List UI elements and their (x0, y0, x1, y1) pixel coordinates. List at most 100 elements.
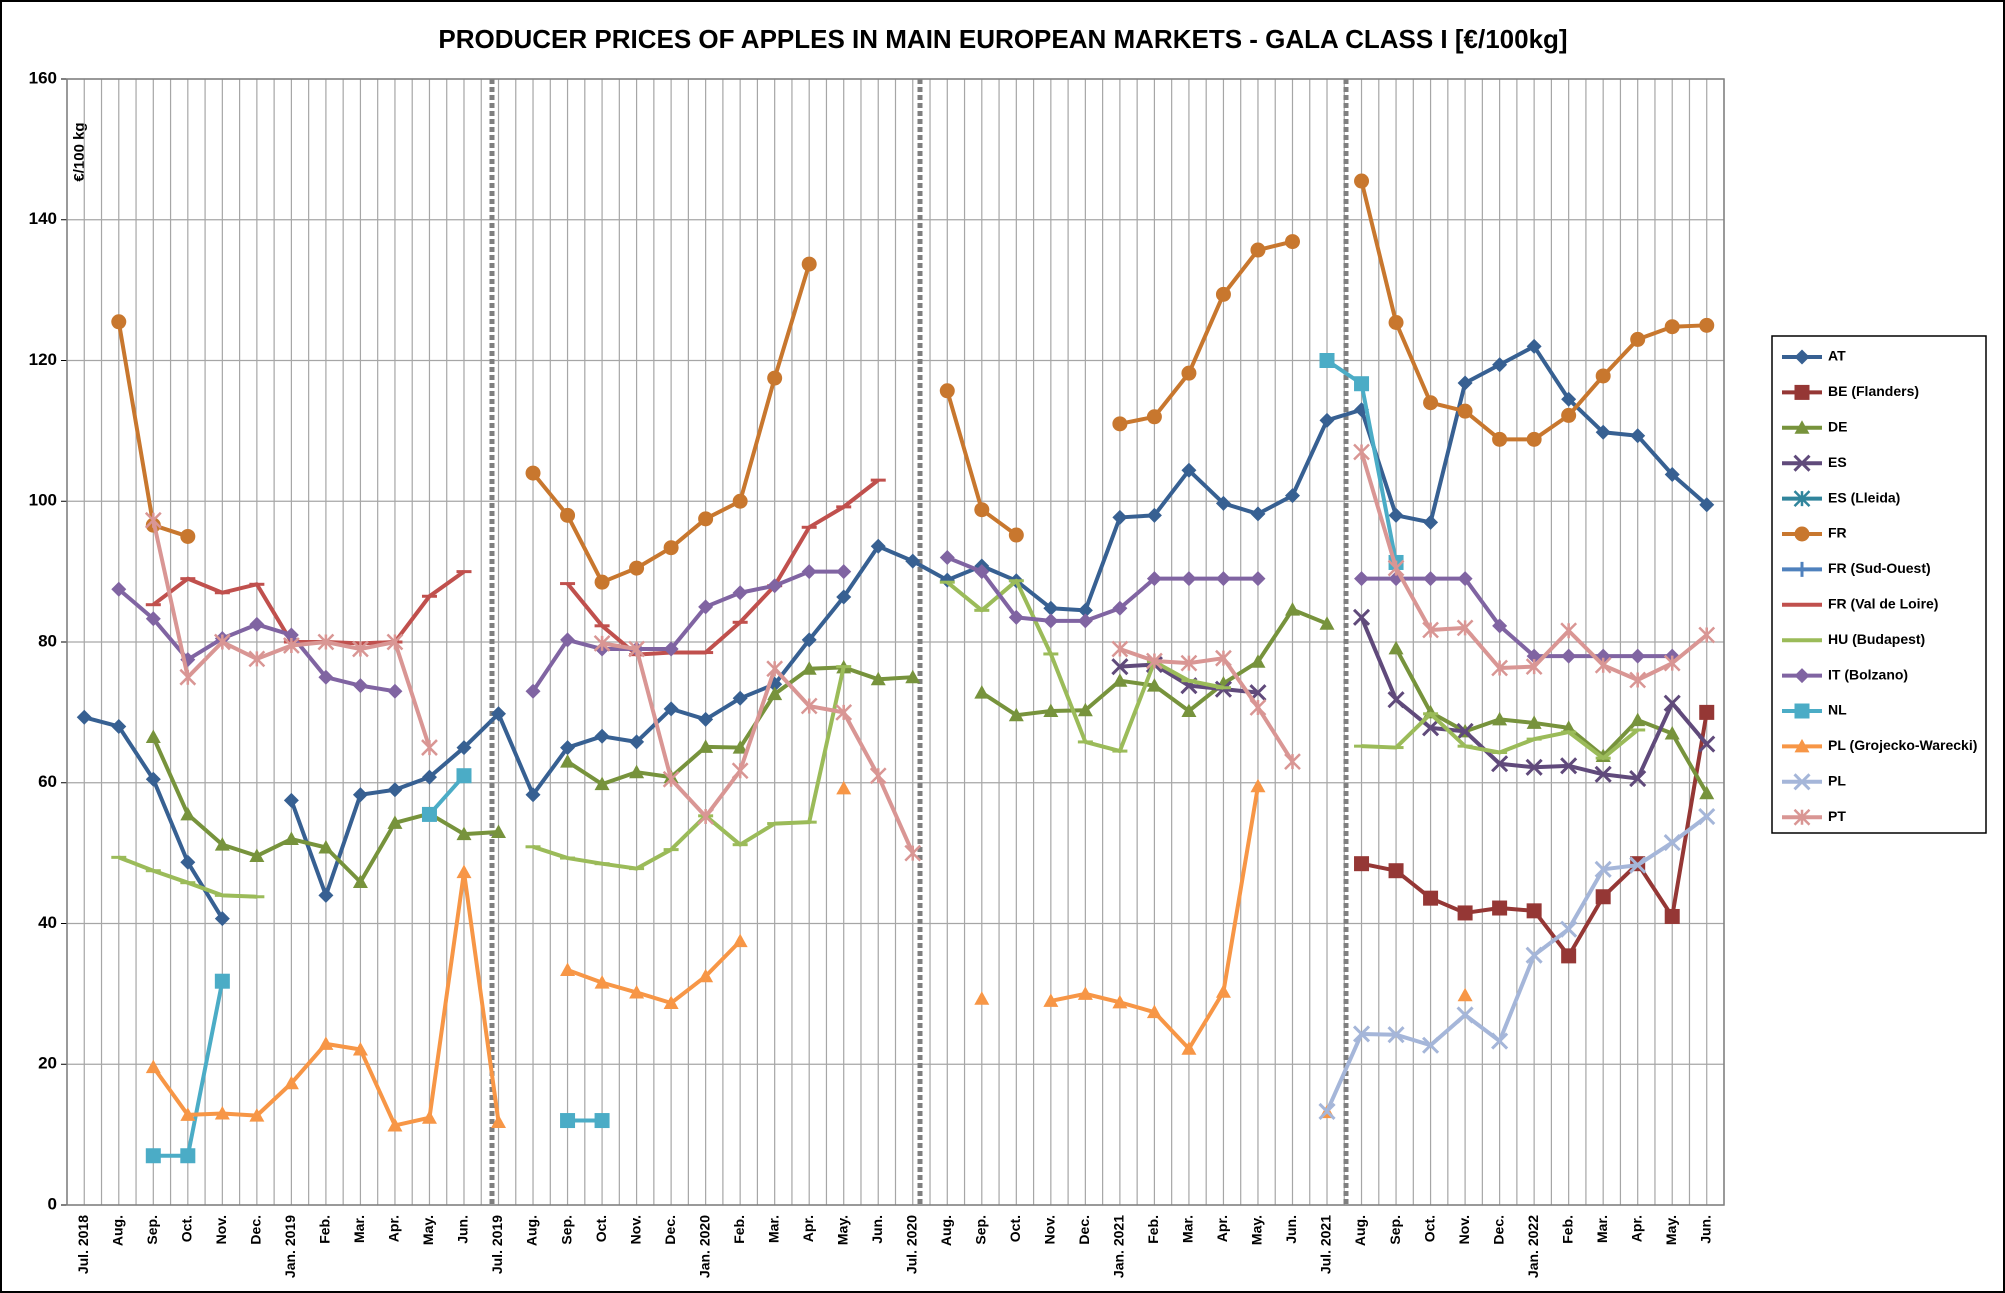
legend-label: FR (Val de Loire) (1828, 596, 1938, 612)
marker (1423, 514, 1439, 530)
series (145, 353, 1404, 1164)
marker (1561, 407, 1577, 423)
x-tick-label: Nov. (1456, 1215, 1472, 1244)
marker (1629, 671, 1647, 689)
marker (456, 864, 472, 879)
x-tick-label: Jan. 2020 (696, 1215, 712, 1278)
marker (1457, 987, 1473, 1002)
marker (1794, 738, 1810, 753)
marker (629, 734, 645, 750)
marker (1181, 1041, 1197, 1055)
marker (1284, 488, 1300, 504)
marker (1112, 416, 1128, 432)
marker (836, 780, 852, 795)
marker (1663, 654, 1681, 672)
marker (1319, 616, 1335, 630)
x-tick-label: Nov. (627, 1215, 643, 1244)
marker (214, 837, 230, 851)
marker (387, 1117, 403, 1132)
x-tick-label: Dec. (248, 1215, 264, 1245)
marker (1595, 424, 1611, 440)
marker (1525, 658, 1543, 676)
x-tick-label: Dec. (662, 1215, 678, 1245)
marker (525, 683, 541, 699)
x-tick-label: Mar. (765, 1215, 781, 1243)
marker (560, 1113, 576, 1129)
marker (1491, 755, 1509, 773)
marker (1794, 349, 1810, 365)
series (144, 443, 1716, 862)
x-tick-label: Jul. 2018 (75, 1215, 91, 1274)
marker (629, 764, 645, 779)
marker (1794, 526, 1810, 542)
marker (352, 874, 368, 888)
marker (145, 611, 161, 627)
x-tick-label: Apr. (386, 1215, 402, 1242)
x-tick-label: Aug. (524, 1215, 540, 1246)
marker (1146, 1004, 1162, 1019)
marker (145, 729, 161, 744)
marker (1629, 856, 1647, 874)
series (1318, 807, 1716, 1120)
marker (870, 538, 886, 554)
marker (1423, 890, 1439, 906)
marker (1794, 561, 1810, 577)
marker (1423, 395, 1439, 411)
marker (560, 632, 576, 648)
marker (698, 711, 714, 727)
marker (180, 1148, 196, 1164)
marker (593, 635, 611, 652)
marker (732, 585, 748, 601)
marker (1594, 765, 1612, 783)
marker (1630, 331, 1646, 347)
x-tick-label: Jun. (1697, 1215, 1713, 1244)
x-tick-label: Jan. 2019 (282, 1215, 298, 1278)
legend-label: PT (1828, 808, 1846, 824)
marker (1456, 1006, 1474, 1024)
marker (1456, 619, 1474, 637)
marker (352, 678, 368, 694)
legend-label: AT (1828, 348, 1846, 364)
marker (1008, 707, 1024, 722)
marker (560, 507, 576, 523)
marker (628, 640, 645, 658)
marker (525, 465, 541, 481)
marker (1112, 509, 1128, 525)
marker (767, 370, 783, 386)
marker (1664, 908, 1680, 924)
marker (1594, 860, 1612, 878)
y-tick-label: 0 (48, 1194, 57, 1213)
x-tick-label: Nov. (213, 1215, 229, 1244)
y-tick-label: 100 (29, 491, 57, 510)
marker (1250, 506, 1266, 522)
marker (1112, 600, 1128, 616)
x-tick-label: Jan. 2021 (1111, 1215, 1127, 1278)
marker (698, 599, 714, 615)
marker (1319, 353, 1335, 368)
marker (248, 650, 266, 668)
marker (387, 815, 403, 829)
marker (1112, 673, 1128, 687)
marker (283, 627, 299, 643)
marker (663, 540, 679, 556)
marker (145, 1148, 161, 1164)
x-tick-label: Jun. (869, 1215, 885, 1244)
marker (662, 770, 680, 788)
marker (594, 1113, 610, 1129)
marker (387, 782, 403, 798)
marker (1077, 702, 1093, 717)
marker (1318, 1102, 1336, 1120)
x-tick-label: Jul. 2021 (1318, 1215, 1334, 1274)
marker (974, 564, 990, 580)
marker (1250, 571, 1266, 587)
marker (180, 806, 196, 821)
marker (1794, 384, 1810, 400)
marker (1794, 420, 1810, 434)
marker (974, 991, 990, 1005)
marker (1525, 758, 1543, 776)
marker (1387, 1026, 1405, 1044)
marker (1215, 495, 1231, 511)
x-tick-label: Nov. (1042, 1215, 1058, 1244)
legend-label: PL (Grojecko-Warecki) (1828, 737, 1977, 753)
marker (1043, 600, 1059, 616)
